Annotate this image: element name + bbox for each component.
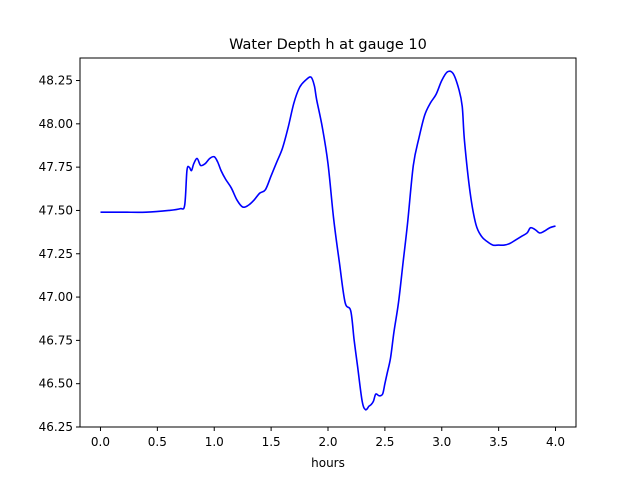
y-axis: 46.25 46.50 46.75 47.00 47.25 47.50 47.75 48.00… [39,74,80,434]
axes-frame [79,57,577,428]
series-line [100,70,556,411]
x-tick-label: 2.0 [318,435,337,449]
y-tick-label: 47.25 [39,247,73,261]
x-tick-label: 1.5 [262,435,281,449]
y-tick-label: 48.00 [39,117,73,131]
plot-area [100,70,556,411]
x-axis-title: hours [311,456,345,470]
x-tick-label: 4.0 [546,435,565,449]
y-tick-label: 48.25 [39,74,73,88]
x-tick-label: 3.0 [432,435,451,449]
y-tick-label: 47.50 [39,203,73,217]
y-tick-label: 47.00 [39,290,73,304]
y-tick-label: 46.75 [39,333,73,347]
x-axis: 0.0 0.5 1.0 1.5 2.0 2.5 3.0 3.5 4.0 [91,427,565,449]
chart-title: Water Depth h at gauge 10 [229,37,427,53]
x-tick-label: 0.0 [91,435,110,449]
x-tick-label: 2.5 [375,435,394,449]
y-tick-label: 46.50 [39,377,73,391]
x-tick-label: 3.5 [489,435,508,449]
x-tick-label: 0.5 [148,435,167,449]
y-tick-label: 46.25 [39,420,73,434]
y-tick-label: 47.75 [39,160,73,174]
x-tick-label: 1.0 [205,435,224,449]
